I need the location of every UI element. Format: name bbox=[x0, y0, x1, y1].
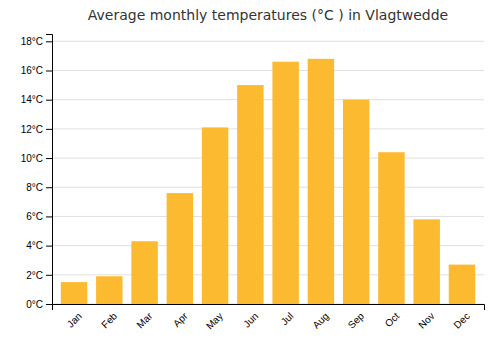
y-tick-mark bbox=[46, 187, 52, 188]
x-tick: Aug bbox=[310, 310, 330, 330]
bar bbox=[131, 241, 157, 304]
x-axis: Jan Feb Mar Apr May Jun Jul Aug Sep Oct Nov Dec bbox=[53, 305, 485, 332]
x-tick: Sep bbox=[346, 310, 367, 331]
y-tick-label: 12°C bbox=[21, 124, 43, 135]
y-tick: 14°C bbox=[21, 94, 52, 105]
y-tick-mark bbox=[46, 70, 52, 71]
y-tick: 8°C bbox=[26, 182, 52, 193]
bar bbox=[96, 276, 122, 304]
y-tick-label: 16°C bbox=[21, 65, 43, 76]
grid bbox=[52, 41, 484, 304]
y-tick: 4°C bbox=[26, 240, 52, 251]
y-tick-mark bbox=[46, 304, 52, 305]
y-tick: 18°C bbox=[21, 36, 52, 47]
y-tick: 6°C bbox=[26, 211, 52, 222]
y-tick-label: 10°C bbox=[21, 153, 43, 164]
x-tick: Oct bbox=[383, 310, 402, 329]
y-tick-label: 4°C bbox=[26, 240, 43, 251]
y-tick: 16°C bbox=[21, 65, 52, 76]
y-tick-label: 0°C bbox=[26, 299, 43, 310]
bar bbox=[202, 127, 228, 304]
x-tick: Apr bbox=[171, 310, 190, 329]
bar bbox=[343, 100, 369, 304]
x-tick: Jun bbox=[241, 310, 260, 329]
bar bbox=[272, 62, 298, 304]
y-tick-label: 18°C bbox=[21, 36, 43, 47]
bar bbox=[378, 152, 404, 304]
x-tick: May bbox=[204, 310, 225, 331]
y-tick-mark bbox=[46, 216, 52, 217]
bar bbox=[413, 219, 439, 304]
y-tick-mark bbox=[46, 129, 52, 130]
x-tick: Nov bbox=[416, 310, 436, 330]
x-tick-label: May bbox=[204, 310, 225, 331]
y-tick-label: 2°C bbox=[26, 270, 43, 281]
y-tick-label: 6°C bbox=[26, 211, 43, 222]
bar bbox=[167, 193, 193, 304]
y-tick-label: 14°C bbox=[21, 94, 43, 105]
x-tick-label: Sep bbox=[346, 310, 367, 331]
y-tick-mark bbox=[46, 158, 52, 159]
y-tick-label: 8°C bbox=[26, 182, 43, 193]
x-tick-label: Jan bbox=[65, 310, 84, 329]
x-tick: Mar bbox=[135, 310, 155, 330]
grid-line bbox=[52, 70, 484, 71]
bar bbox=[61, 282, 87, 304]
x-tick-label: Feb bbox=[99, 310, 119, 330]
y-tick: 2°C bbox=[26, 270, 52, 281]
y-tick: 0°C bbox=[26, 299, 52, 310]
grid-line bbox=[52, 216, 484, 217]
x-tick-label: Mar bbox=[135, 310, 155, 330]
x-tick: Jul bbox=[279, 310, 296, 327]
y-axis-line bbox=[46, 35, 53, 305]
grid-line bbox=[52, 99, 484, 100]
x-tick-label: Jun bbox=[241, 310, 260, 329]
grid-line bbox=[52, 187, 484, 188]
x-tick-label: Nov bbox=[416, 310, 436, 330]
x-tick-label: Aug bbox=[310, 310, 330, 330]
bars bbox=[61, 59, 475, 304]
title: Average monthly temperatures (°C ) in Vl… bbox=[88, 7, 448, 23]
x-tick: Feb bbox=[99, 310, 119, 330]
x-tick: Jan bbox=[65, 310, 84, 329]
y-tick-mark bbox=[46, 100, 52, 101]
y-tick-mark bbox=[46, 246, 52, 247]
y-axis: 0°C 2°C 4°C 6°C 8°C 10°C 12°C 14°C 16°C 18°C bbox=[21, 35, 53, 310]
bar bbox=[308, 59, 334, 304]
chart: 0°C 2°C 4°C 6°C 8°C 10°C 12°C 14°C 16°C 18°C Jan Fe… bbox=[0, 0, 500, 350]
grid-line bbox=[52, 158, 484, 159]
x-axis-line bbox=[53, 305, 485, 311]
y-tick: 10°C bbox=[21, 153, 52, 164]
y-tick-mark bbox=[46, 275, 52, 276]
y-tick-mark bbox=[46, 41, 52, 42]
x-tick: Dec bbox=[451, 310, 471, 330]
plot: 0°C 2°C 4°C 6°C 8°C 10°C 12°C 14°C 16°C 18°C Jan Fe… bbox=[21, 35, 485, 332]
x-tick-label: Jul bbox=[279, 310, 296, 327]
y-tick: 12°C bbox=[21, 124, 52, 135]
bar bbox=[237, 85, 263, 304]
x-tick-label: Oct bbox=[383, 310, 402, 329]
bar bbox=[449, 265, 475, 304]
grid-line bbox=[52, 128, 484, 129]
grid-line bbox=[52, 41, 484, 42]
x-tick-label: Dec bbox=[451, 310, 471, 330]
x-tick-label: Apr bbox=[171, 310, 190, 329]
